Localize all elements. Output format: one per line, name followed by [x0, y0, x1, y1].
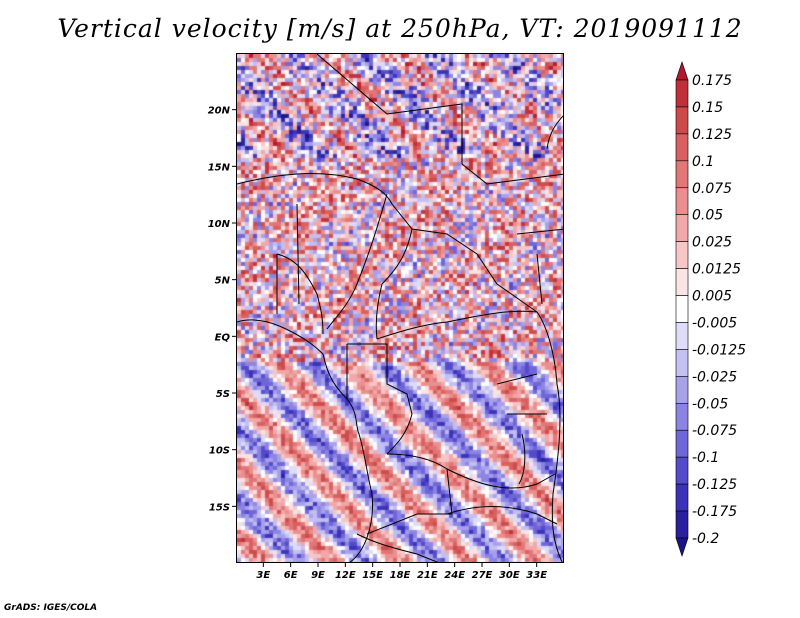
colorbar-label: -0.05	[692, 396, 728, 412]
border-10	[446, 506, 558, 525]
colorbar-segment	[675, 268, 689, 296]
colorbar-segment	[675, 160, 689, 189]
border-11	[496, 373, 547, 485]
colorbar-segment	[675, 376, 689, 404]
lon-tick-label: 21E	[417, 570, 438, 581]
colorbar-label: 0.05	[692, 208, 723, 224]
lon-tick-label: 24E	[444, 570, 465, 581]
border-9	[446, 468, 556, 489]
colorbar-bottom-arrow	[675, 537, 689, 557]
lat-tick-label: 20N	[208, 106, 231, 117]
colorbar-segment	[675, 106, 689, 135]
coastline-west	[237, 319, 374, 562]
lat-tick-label: 15N	[208, 162, 231, 173]
lon-tick-label: 33E	[526, 570, 547, 581]
colorbar-label: 0.025	[692, 235, 732, 251]
colorbar-label: -0.075	[692, 423, 737, 439]
colorbar-segment	[675, 402, 689, 431]
colorbar-label: -0.0125	[692, 342, 746, 358]
colorbar-segment	[675, 429, 689, 458]
colorbar-label: 0.0125	[692, 262, 741, 278]
latitude-axis: 20N 15N 10N 5N EQ 5S 10S 15S	[208, 106, 236, 513]
lat-tick-label: 15S	[209, 502, 230, 513]
map-panel	[236, 53, 564, 563]
lon-tick-label: 27E	[472, 570, 493, 581]
longitude-axis: 3E 6E 9E 12E 15E 18E 21E 24E 27E 30E 33E	[256, 563, 547, 581]
colorbar-label: -0.2	[692, 531, 719, 547]
country-borders	[237, 54, 563, 562]
colorbar-label: 0.075	[692, 181, 732, 197]
border-13	[516, 228, 563, 305]
map-title: Vertical velocity [m/s] at 250hPa, VT: 2…	[57, 14, 743, 43]
lat-tick-label: 10S	[209, 446, 230, 457]
lon-tick-label: 12E	[335, 570, 356, 581]
colorbar-segment	[675, 483, 689, 512]
border-4	[276, 253, 324, 335]
colorbar-label: 0.15	[692, 100, 723, 116]
colorbar-segment	[675, 133, 689, 162]
credit-text: GrADS: IGES/COLA	[4, 603, 98, 613]
colorbar-label: 0.1	[692, 154, 714, 170]
border-6	[376, 310, 538, 340]
coastline-east	[536, 115, 563, 562]
colorbar-label: -0.005	[692, 315, 737, 331]
colorbar-segment	[675, 187, 689, 216]
colorbar-segment	[675, 79, 689, 108]
border-14	[356, 533, 439, 562]
vertical-velocity-field	[237, 54, 563, 562]
lon-tick-label: 30E	[499, 570, 520, 581]
border-7	[346, 343, 413, 455]
colorbar-label: 0.005	[692, 289, 732, 305]
border-5	[375, 228, 413, 340]
colorbar-segment	[675, 349, 689, 377]
colorbar-segment	[675, 214, 689, 242]
lat-tick-label: 5S	[216, 389, 230, 400]
colorbar-segment	[675, 295, 689, 323]
colorbar-segment	[675, 322, 689, 350]
lon-tick-label: 3E	[256, 570, 270, 581]
border-1	[316, 54, 563, 185]
colorbar-segment	[675, 510, 689, 539]
lat-tick-label: 5N	[215, 276, 231, 287]
colorbar-label: 0.125	[692, 127, 732, 143]
colorbar-top-arrow	[675, 61, 689, 81]
border-3	[326, 193, 388, 330]
colorbar-label: -0.1	[692, 450, 719, 466]
colorbar: 0.175 0.15 0.125 0.1 0.075 0.05 0.025 0.0125 0.0…	[675, 61, 746, 557]
colorbar-label: -0.125	[692, 477, 737, 493]
border-12	[276, 203, 300, 314]
lon-tick-label: 15E	[362, 570, 383, 581]
colorbar-label: -0.025	[692, 369, 737, 385]
colorbar-segment	[675, 241, 689, 269]
lat-tick-label: EQ	[215, 332, 231, 343]
lat-tick-label: 10N	[208, 219, 231, 230]
border-8	[366, 453, 453, 535]
lon-tick-label: 18E	[390, 570, 411, 581]
colorbar-label: 0.175	[692, 73, 732, 89]
colorbar-segment	[675, 456, 689, 485]
colorbar-label: -0.175	[692, 504, 737, 520]
lon-tick-label: 9E	[311, 570, 325, 581]
lon-tick-label: 6E	[284, 570, 298, 581]
border-2	[237, 173, 538, 313]
